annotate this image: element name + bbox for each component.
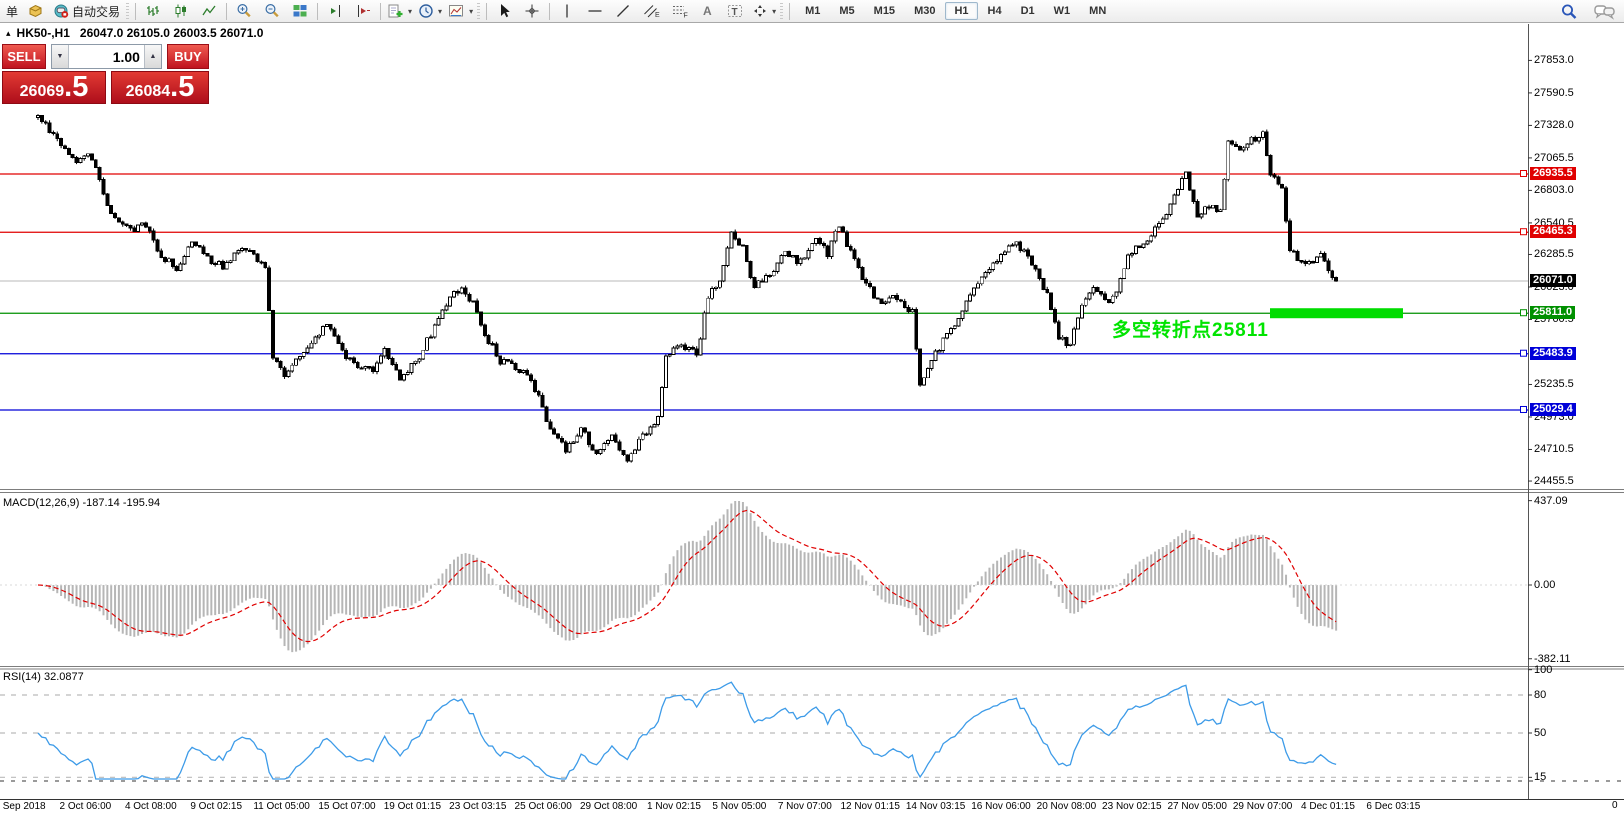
horizontal-line-tool-icon[interactable]	[582, 1, 608, 21]
chart-title-bar: ▴ HK50-,H1 26047.0 26105.0 26003.5 26071…	[0, 24, 1624, 42]
timeframe-group: M1 M5 M15 M30 H1 H4 D1 W1 MN	[796, 2, 1115, 20]
order-book-icon[interactable]	[22, 1, 48, 21]
sell-button[interactable]: SELL	[2, 44, 46, 69]
zoom-in-icon[interactable]	[231, 1, 257, 21]
sell-price-main: 26069	[19, 83, 65, 100]
svg-text:F: F	[683, 13, 687, 20]
equidistant-channel-tool-icon[interactable]: E	[638, 1, 664, 21]
svg-text:T: T	[732, 7, 738, 18]
volume-input[interactable]: 1.00	[112, 48, 140, 65]
vertical-line-tool-icon[interactable]	[554, 1, 580, 21]
autotrading-label: 自动交易	[72, 4, 121, 19]
templates-dropdown-caret[interactable]: ▾	[469, 6, 474, 16]
timeframe-m1[interactable]: M1	[805, 5, 821, 17]
autotrading-button[interactable]: 自动交易	[50, 1, 124, 21]
timeframe-mn[interactable]: MN	[1089, 5, 1107, 17]
arrows-tool-icon[interactable]: ▾	[750, 1, 778, 21]
sell-price-button[interactable]: 26069 .5	[2, 71, 106, 104]
text-tool-icon[interactable]: A	[694, 1, 720, 21]
trendline-tool-icon[interactable]	[610, 1, 636, 21]
buy-price-button[interactable]: 26084 .5	[111, 71, 209, 104]
fibonacci-tool-icon[interactable]: F	[666, 1, 692, 21]
zoom-out-icon[interactable]	[259, 1, 285, 21]
axis-end-zero-label: 0	[1612, 800, 1618, 811]
volume-box: ▼ 1.00 ▲	[50, 44, 162, 69]
templates-icon[interactable]: ▾	[446, 1, 475, 21]
new-chart-icon[interactable]: ▾	[385, 1, 414, 21]
new-chart-dropdown-caret[interactable]: ▾	[408, 6, 413, 16]
timeframe-h1[interactable]: H1	[945, 2, 978, 20]
sell-price-frac: .5	[64, 71, 89, 103]
line-chart-mode-icon[interactable]	[196, 1, 222, 21]
periods-dropdown-caret[interactable]: ▾	[438, 6, 443, 16]
chart-ohlc-values: 26047.0 26105.0 26003.5 26071.0	[79, 26, 264, 40]
search-icon[interactable]	[1556, 2, 1582, 22]
chart-annotation-text: 多空转折点25811	[1112, 320, 1269, 341]
window-triangle-icon: ▴	[6, 27, 11, 38]
arrows-dropdown-caret[interactable]: ▾	[772, 6, 777, 16]
timeframe-d1[interactable]: D1	[1020, 5, 1035, 17]
timeframe-m5[interactable]: M5	[839, 5, 855, 17]
main-toolbar: 单 自动交易	[0, 0, 1624, 23]
text-label-tool-icon[interactable]: T	[722, 1, 748, 21]
bar-chart-mode-icon[interactable]	[140, 1, 166, 21]
svg-text:E: E	[655, 12, 660, 19]
timeframe-m30[interactable]: M30	[914, 5, 936, 17]
buy-button[interactable]: BUY	[166, 44, 209, 69]
cursor-tool-icon[interactable]	[491, 1, 517, 21]
periods-clock-icon[interactable]: ▾	[416, 1, 444, 21]
chart-symbol-title: HK50-,H1	[16, 26, 70, 40]
one-click-trading-panel: SELL ▼ 1.00 ▲ BUY 26069 .5 26084 .5	[2, 44, 209, 104]
chart-shift-icon[interactable]	[322, 1, 348, 21]
new-order-button[interactable]: 单	[6, 4, 19, 19]
buy-price-frac: .5	[170, 71, 195, 103]
timeframe-h4[interactable]: H4	[987, 5, 1002, 17]
macd-indicator-header: MACD(12,26,9) -187.14 -195.94	[3, 497, 161, 509]
timeframe-w1[interactable]: W1	[1053, 5, 1071, 17]
volume-increase-button[interactable]: ▲	[143, 45, 161, 68]
volume-decrease-button[interactable]: ▼	[51, 45, 69, 68]
rsi-indicator-header: RSI(14) 32.0877	[3, 671, 84, 683]
autotrading-icon	[54, 4, 69, 18]
tile-windows-icon[interactable]	[287, 1, 313, 21]
svg-text:A: A	[703, 4, 712, 18]
chat-icon[interactable]	[1592, 2, 1618, 22]
buy-price-main: 26084	[125, 83, 171, 100]
candlestick-mode-icon[interactable]	[168, 1, 194, 21]
crosshair-tool-icon[interactable]	[519, 1, 545, 21]
timeframe-m15[interactable]: M15	[873, 5, 896, 17]
auto-scroll-icon[interactable]	[350, 1, 376, 21]
